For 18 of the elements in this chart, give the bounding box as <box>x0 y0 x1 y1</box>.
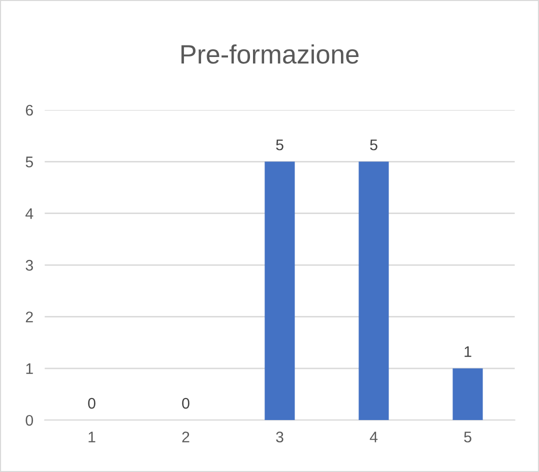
y-tick-label: 2 <box>26 312 33 322</box>
y-tick-label: 0 <box>26 414 34 426</box>
data-label: 5 <box>370 140 378 150</box>
y-tick-label: 5 <box>26 156 33 168</box>
y-tick-label: 1 <box>26 363 33 374</box>
data-label: 0 <box>88 398 96 409</box>
chart-title: Pre-formazione <box>181 44 359 64</box>
data-label: 0 <box>182 398 190 409</box>
x-tick-label: 1 <box>88 432 96 442</box>
x-tick-label: 5 <box>464 432 472 442</box>
data-label: 5 <box>276 140 284 150</box>
y-tick-label: 4 <box>25 208 34 219</box>
y-tick-label: 6 <box>26 104 33 116</box>
data-label: 1 <box>464 346 472 357</box>
y-tick-label: 3 <box>26 260 33 271</box>
x-tick-label: 3 <box>276 432 284 442</box>
x-tick-label: 4 <box>370 432 378 442</box>
x-tick-label: 2 <box>182 432 190 442</box>
